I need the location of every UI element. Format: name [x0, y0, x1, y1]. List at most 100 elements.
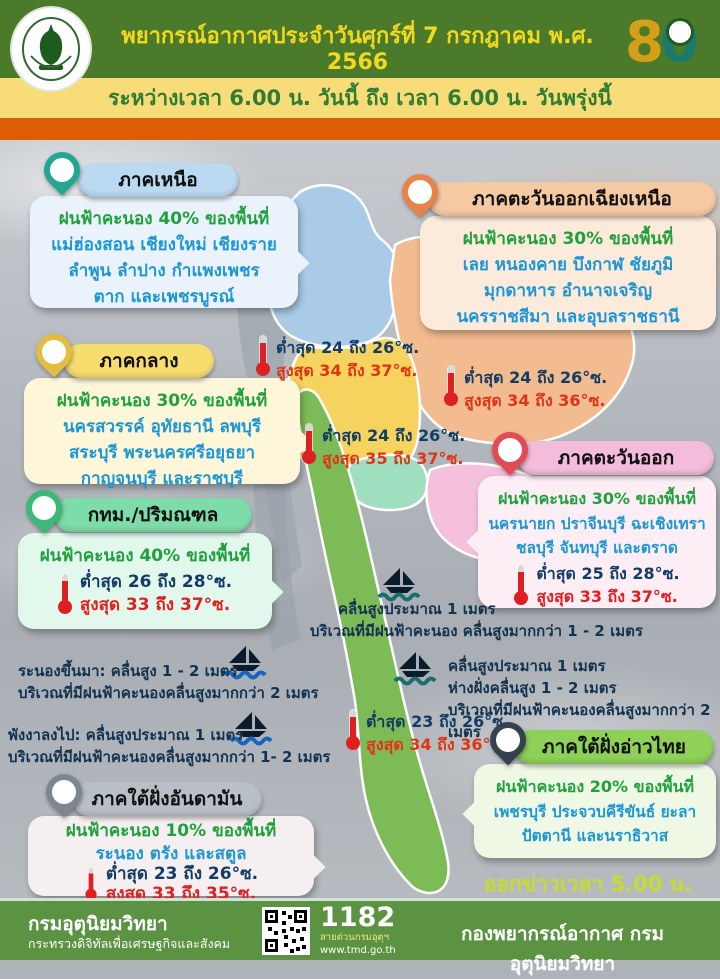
- area-line: ปัตตานี และนราธิวาส: [521, 827, 669, 845]
- anniversary-8: 8: [625, 10, 664, 75]
- sea-note-line: บริเวณที่มีฝนฟ้าคะนองคลื่นสูงมากกว่า 1- …: [8, 748, 331, 766]
- sea-note-line: ระนองขึ้นมา: คลื่นสูง 1 - 2 เมตร: [18, 662, 238, 680]
- sea-note-line: บริเวณที่มีฝนฟ้าคะนอง คลื่นสูงมากกว่า 1 …: [310, 622, 643, 640]
- hotline-number: 1182: [320, 902, 396, 933]
- region-box-northeast: ฝนฟ้าคะนอง 30% ของพื้นที่ เลย หนองคาย บึ…: [420, 216, 716, 330]
- sea-note-gulf-lower: คลื่นสูงประมาณ 1 เมตร ห่างฝั่งคลื่นสูง 1…: [448, 655, 720, 743]
- area-line: กาญจนบุรี และราชบุรี: [80, 469, 244, 489]
- area-line: นครราชสีมา และอุบลราชธานี: [456, 307, 680, 327]
- anniversary-0: 0: [660, 10, 699, 75]
- area-line: ชลบุรี จันทบุรี และตราด: [515, 539, 678, 557]
- tmd-agency-seal-icon: [10, 6, 92, 92]
- area-line: มุกดาหาร อำนาจเจริญ: [483, 281, 653, 301]
- temp-high: สูงสุด 34 ถึง 36°ซ.: [366, 735, 508, 754]
- footer-department: กองพยากรณ์อากาศ กรมอุตุนิยมวิทยา: [460, 923, 665, 975]
- map-temp-central: ต่ำสุด 24 ถึง 26°ซ. สูงสุด 35 ถึง 37°ซ.: [302, 424, 465, 470]
- sailboat-icon: [377, 568, 421, 602]
- area-line: แม่ฮ่องสอน เชียงใหม่ เชียงราย: [51, 235, 277, 255]
- region-title-label: ภาคเหนือ: [118, 169, 198, 191]
- thermometer-icon: [256, 336, 270, 376]
- region-title-label: ภาคใต้ฝั่งอันดามัน: [91, 788, 243, 810]
- temp-high: สูงสุด 33 ถึง 37°ซ.: [536, 587, 678, 606]
- thermometer-icon: [302, 424, 316, 464]
- thermometer-icon: [444, 366, 458, 406]
- thermometer-icon: [85, 868, 97, 900]
- area-line: สระบุรี พระนครศรีอยุธยา: [68, 443, 256, 463]
- map-temp-south: ต่ำสุด 23 ถึง 26°ซ. สูงสุด 34 ถึง 36°ซ.: [346, 710, 509, 756]
- rain-chance: ฝนฟ้าคะนอง 30% ของพื้นที่: [497, 489, 697, 508]
- thermometer-icon: [514, 565, 529, 605]
- region-box-north: ฝนฟ้าคะนอง 40% ของพื้นที่ แม่ฮ่องสอน เชี…: [30, 196, 298, 308]
- area-line: ลำพูน ลำปาง กำแพงเพชร: [68, 261, 260, 281]
- website-link[interactable]: www.tmd.go.th: [320, 945, 396, 956]
- region-box-east: ฝนฟ้าคะนอง 30% ของพื้นที่ นครนายก ปราจีน…: [478, 476, 716, 608]
- region-title-northeast[interactable]: ภาคตะวันออกเฉียงเหนือ: [428, 182, 716, 216]
- rain-chance: ฝนฟ้าคะนอง 20% ของพื้นที่: [495, 777, 695, 796]
- area-line: ระนอง ตรัง และสตูล: [95, 844, 247, 864]
- region-title-south-gulf[interactable]: ภาคใต้ฝั่งอ่าวไทย: [514, 730, 714, 764]
- orange-divider: [0, 118, 720, 140]
- sailboat-icon: [229, 712, 273, 746]
- temp-high: สูงสุด 34 ถึง 36°ซ.: [464, 391, 606, 410]
- rain-chance: ฝนฟ้าคะนอง 30% ของพื้นที่: [462, 229, 674, 249]
- sailboat-icon: [223, 646, 267, 680]
- temp-high: สูงสุด 35 ถึง 37°ซ.: [322, 449, 464, 468]
- sailboat-icon: [393, 652, 437, 686]
- sea-note-line: บริเวณที่มีฝนฟ้าคะนองคลื่นสูงมากกว่า 2 เ…: [448, 701, 711, 741]
- footer-agency: กรมอุตุนิยมวิทยา: [28, 913, 168, 935]
- region-title-north[interactable]: ภาคเหนือ: [78, 163, 238, 197]
- area-line: ตาก และเพชรบูรณ์: [93, 287, 235, 307]
- sea-note-line: คลื่นสูงประมาณ 1 เมตร: [338, 600, 496, 618]
- thermometer-icon: [57, 574, 72, 614]
- forecast-period: ระหว่างเวลา 6.00 น. วันนี้ ถึง เวลา 6.00…: [108, 85, 612, 110]
- region-title-label: ภาคกลาง: [99, 350, 179, 372]
- region-title-label: ภาคตะวันออกเฉียงเหนือ: [472, 188, 672, 210]
- area-line: นครนายก ปราจีนบุรี ฉะเชิงเทรา: [488, 515, 706, 533]
- temp-low: ต่ำสุด 23 ถึง 26°ซ.: [105, 864, 259, 884]
- temp-low: ต่ำสุด 26 ถึง 28°ซ.: [79, 572, 233, 592]
- footer-ministry: กระทรวงดิจิทัลเพื่อเศรษฐกิจและสังคม: [28, 936, 231, 951]
- qr-code-icon[interactable]: [262, 907, 310, 955]
- region-title-label: ภาคใต้ฝั่งอ่าวไทย: [542, 736, 686, 758]
- map-temp-northeast: ต่ำสุด 24 ถึง 26°ซ. สูงสุด 34 ถึง 36°ซ.: [444, 366, 607, 412]
- map-region-south[interactable]: [293, 388, 450, 895]
- sea-note-line: บริเวณที่มีฝนฟ้าคะนองคลื่นสูงมากกว่า 2 เ…: [18, 684, 319, 702]
- thermometer-icon: [346, 710, 360, 750]
- temp-high: สูงสุด 34 ถึง 37°ซ.: [276, 361, 418, 380]
- temp-low: ต่ำสุด 23 ถึง 26°ซ.: [366, 712, 510, 731]
- sea-note-line: คลื่นสูงประมาณ 1 เมตร: [448, 657, 606, 675]
- temp-high: สูงสุด 33 ถึง 37°ซ.: [79, 595, 231, 615]
- region-title-central[interactable]: ภาคกลาง: [64, 344, 214, 378]
- temp-low: ต่ำสุด 24 ถึง 26°ซ.: [276, 338, 420, 357]
- header-bar: พยากรณ์อากาศประจำวันศุกร์ที่ 7 กรกฎาคม พ…: [0, 0, 720, 78]
- sea-note-andaman-lower: พังงาลงไป: คลื่นสูงประมาณ 1 เมตร บริเวณท…: [8, 724, 330, 768]
- map-temp-north: ต่ำสุด 24 ถึง 26°ซ. สูงสุด 34 ถึง 37°ซ.: [256, 336, 419, 382]
- rain-chance: ฝนฟ้าคะนอง 30% ของพื้นที่: [56, 391, 268, 411]
- region-box-bangkok: ฝนฟ้าคะนอง 40% ของพื้นที่ ต่ำสุด 26 ถึง …: [18, 533, 272, 629]
- page-title: พยากรณ์อากาศประจำวันศุกร์ที่ 7 กรกฎาคม พ…: [121, 24, 594, 75]
- region-title-bangkok[interactable]: กทม./ปริมณฑล: [54, 498, 252, 532]
- sea-note-line: ห่างฝั่งคลื่นสูง 1 - 2 เมตร: [448, 679, 617, 697]
- region-box-south-gulf: ฝนฟ้าคะนอง 20% ของพื้นที่ เพชรบุรี ประจว…: [474, 764, 716, 858]
- temp-low: ต่ำสุด 25 ถึง 28°ซ.: [536, 564, 680, 583]
- hotline-label: สายด่วนกรมอุตุฯ: [320, 932, 390, 943]
- sea-note-andaman-upper: ระนองขึ้นมา: คลื่นสูง 1 - 2 เมตร บริเวณท…: [18, 660, 319, 704]
- rain-chance: ฝนฟ้าคะนอง 10% ของพื้นที่: [65, 821, 277, 841]
- region-title-label: ภาคตะวันออก: [557, 447, 675, 469]
- rain-chance: ฝนฟ้าคะนอง 40% ของพื้นที่: [39, 546, 251, 566]
- footer-bar: กรมอุตุนิยมวิทยา กระทรวงดิจิทัลเพื่อเศรษ…: [0, 898, 720, 975]
- anniversary-emblem-icon: [666, 18, 694, 46]
- region-title-east[interactable]: ภาคตะวันออก: [518, 441, 714, 475]
- area-line: นครสวรรค์ อุทัยธานี ลพบุรี: [63, 417, 261, 437]
- region-title-label: กทม./ปริมณฑล: [87, 504, 219, 526]
- area-line: เลย หนองคาย บึงกาฬ ชัยภูมิ: [462, 255, 674, 275]
- area-line: เพชรบุรี ประจวบคีรีขันธ์ ยะลา: [493, 803, 697, 821]
- sea-note-line: พังงาลงไป: คลื่นสูงประมาณ 1 เมตร: [8, 726, 244, 744]
- region-title-south-andaman[interactable]: ภาคใต้ฝั่งอันดามัน: [72, 782, 262, 816]
- temp-low: ต่ำสุด 24 ถึง 26°ซ.: [322, 426, 466, 445]
- broadcast-time: ออกข่าวเวลา 5.00 น.: [483, 872, 692, 896]
- region-box-south-andaman: ฝนฟ้าคะนอง 10% ของพื้นที่ ระนอง ตรัง และ…: [28, 816, 314, 904]
- region-box-central: ฝนฟ้าคะนอง 30% ของพื้นที่ นครสวรรค์ อุทั…: [24, 378, 300, 489]
- temp-low: ต่ำสุด 24 ถึง 26°ซ.: [464, 368, 608, 387]
- anniversary-80-logo: 80: [614, 8, 706, 84]
